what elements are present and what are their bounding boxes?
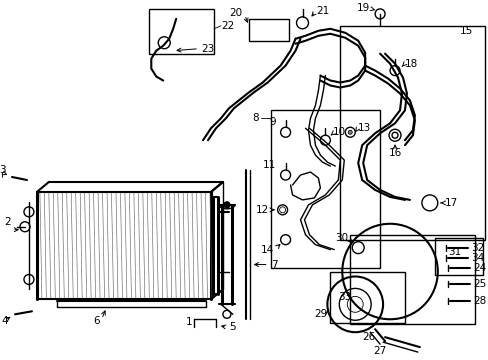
Text: 19: 19 <box>356 3 369 13</box>
Text: 22: 22 <box>221 21 234 31</box>
Text: 14: 14 <box>260 245 273 255</box>
Circle shape <box>224 202 229 208</box>
Text: 5: 5 <box>228 322 235 332</box>
Text: 31: 31 <box>447 247 460 257</box>
Text: 30: 30 <box>334 233 347 243</box>
Text: 26: 26 <box>361 332 374 342</box>
Bar <box>330 271 404 323</box>
Text: 25: 25 <box>473 279 486 289</box>
Text: 23: 23 <box>201 44 214 54</box>
Text: 3: 3 <box>0 165 5 175</box>
Text: 15: 15 <box>458 26 471 36</box>
Bar <box>340 26 484 240</box>
Text: 27: 27 <box>373 346 386 356</box>
Bar <box>248 19 288 41</box>
Text: 17: 17 <box>444 198 457 208</box>
Text: 9: 9 <box>268 117 275 127</box>
Text: 8: 8 <box>252 113 258 123</box>
Text: 24: 24 <box>473 262 486 273</box>
Bar <box>434 238 482 275</box>
Text: 4: 4 <box>2 316 8 326</box>
Text: 20: 20 <box>229 8 243 18</box>
Text: 10: 10 <box>332 127 345 137</box>
Text: 16: 16 <box>387 148 401 158</box>
Text: 21: 21 <box>316 6 329 16</box>
Text: 34: 34 <box>470 253 484 262</box>
Text: 28: 28 <box>473 296 486 306</box>
Text: 13: 13 <box>358 123 371 133</box>
Text: 32: 32 <box>470 243 484 253</box>
Text: 1: 1 <box>185 317 192 327</box>
Text: 7: 7 <box>270 260 277 270</box>
Text: 2: 2 <box>4 217 10 227</box>
Text: 33: 33 <box>338 292 351 302</box>
Text: 6: 6 <box>93 316 100 326</box>
Text: 29: 29 <box>313 309 326 319</box>
Text: 12: 12 <box>255 205 268 215</box>
Bar <box>349 235 474 324</box>
Text: 18: 18 <box>404 59 417 69</box>
Bar <box>270 111 379 267</box>
Circle shape <box>347 130 351 134</box>
Bar <box>149 9 214 54</box>
Text: 11: 11 <box>262 160 275 170</box>
